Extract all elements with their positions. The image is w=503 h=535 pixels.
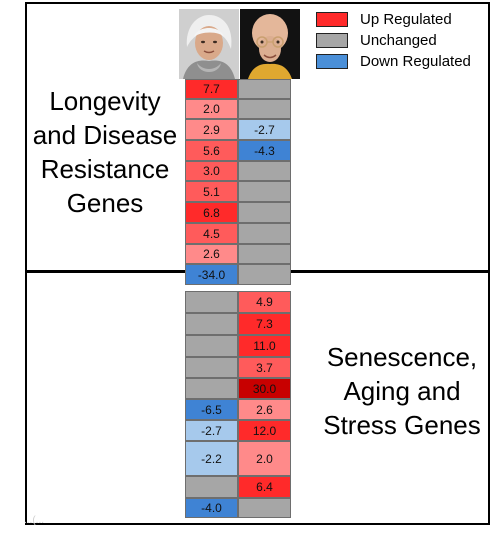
- heatmap-cell: [185, 313, 238, 335]
- elderly-woman-portrait: [179, 9, 239, 79]
- heatmap-cell: 2.9: [185, 119, 238, 140]
- heatmap-cell: -2.7: [185, 420, 238, 441]
- heatmap-cell: 2.6: [238, 399, 291, 420]
- heatmap-cell: [185, 357, 238, 378]
- longevity-group-label: Longevity and Disease Resistance Genes: [32, 86, 178, 218]
- heatmap-cell: [185, 378, 238, 399]
- heatmap-cell: 7.7: [185, 79, 238, 99]
- heatmap-cell: [238, 498, 291, 518]
- unchanged-swatch: [316, 33, 348, 48]
- heatmap-cell: [238, 244, 291, 264]
- heatmap-cell: [238, 264, 291, 285]
- heatmap-cell: -2.2: [185, 441, 238, 476]
- heatmap-cell: [185, 476, 238, 498]
- heatmap-cell: 3.0: [185, 161, 238, 181]
- heatmap-cell: 2.0: [238, 441, 291, 476]
- heatmap-cell: -4.0: [185, 498, 238, 518]
- heatmap-cell: 7.3: [238, 313, 291, 335]
- heatmap-cell: 3.7: [238, 357, 291, 378]
- heatmap-cell: -4.3: [238, 140, 291, 161]
- heatmap-cell: [238, 79, 291, 99]
- up-regulated-swatch: [316, 12, 348, 27]
- legend-label-unchanged: Unchanged: [360, 32, 437, 49]
- heatmap-cell: 4.9: [238, 291, 291, 313]
- heatmap-cell: 30.0: [238, 378, 291, 399]
- heatmap-cell: 6.4: [238, 476, 291, 498]
- legend-label-up: Up Regulated: [360, 11, 452, 28]
- heatmap-cell: 6.8: [185, 202, 238, 223]
- heatmap-cell: 2.0: [185, 99, 238, 119]
- senescence-group-label: Senescence, Aging and Stress Genes: [323, 342, 481, 440]
- heatmap-cell: [238, 99, 291, 119]
- heatmap-cell: 11.0: [238, 335, 291, 357]
- heatmap-cell: 2.6: [185, 244, 238, 264]
- heatmap-cell: [238, 181, 291, 202]
- heatmap-cell: [238, 161, 291, 181]
- corner-text: ...(...: [24, 515, 44, 526]
- heatmap-cell: [238, 223, 291, 244]
- legend-label-down: Down Regulated: [360, 53, 471, 70]
- heatmap-cell: 5.1: [185, 181, 238, 202]
- progeria-child-portrait: [240, 9, 300, 79]
- heatmap-cell: 5.6: [185, 140, 238, 161]
- down-regulated-swatch: [316, 54, 348, 69]
- heatmap-cell: [238, 202, 291, 223]
- heatmap-cell: -34.0: [185, 264, 238, 285]
- heatmap-cell: -6.5: [185, 399, 238, 420]
- heatmap-cell: -2.7: [238, 119, 291, 140]
- heatmap-cell: [185, 335, 238, 357]
- heatmap-cell: 12.0: [238, 420, 291, 441]
- heatmap-cell: [185, 291, 238, 313]
- heatmap-cell: 4.5: [185, 223, 238, 244]
